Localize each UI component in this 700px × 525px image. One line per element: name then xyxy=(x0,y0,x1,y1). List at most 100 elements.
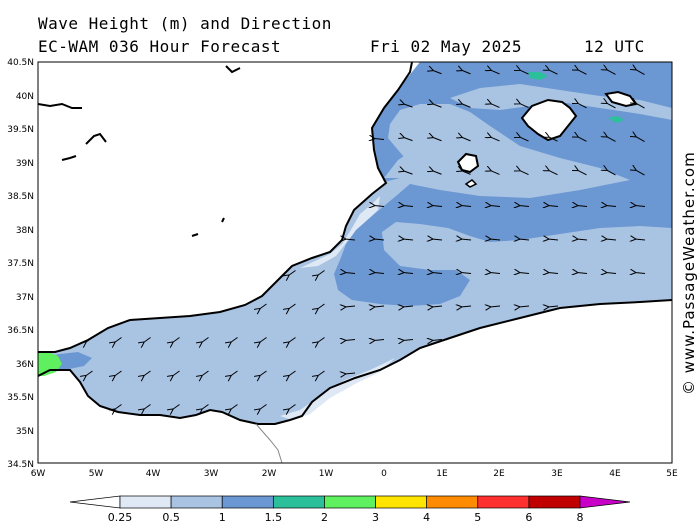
wave-arrow xyxy=(636,103,645,109)
inland-feature-2 xyxy=(85,132,107,145)
lon-label: 1W xyxy=(319,469,334,479)
coastline-africa xyxy=(38,299,672,425)
lat-label: 39.5N xyxy=(7,125,34,135)
wave-arrow xyxy=(432,273,443,274)
lon-label: 3W xyxy=(204,469,219,479)
inland-feature-3 xyxy=(61,155,77,161)
legend-segment xyxy=(324,495,376,509)
wave-arrow xyxy=(115,404,122,410)
wave-arrow xyxy=(461,306,472,307)
wave-arrow xyxy=(374,139,385,140)
legend-label: 2 xyxy=(321,511,328,524)
wave-arrow xyxy=(606,239,617,240)
wave-arrow xyxy=(202,337,209,343)
wave-arrow xyxy=(519,273,530,274)
wave-arrow xyxy=(520,170,529,176)
forecast-model-title: EC-WAM 036 Hour Forecast xyxy=(38,37,282,56)
legend-segment xyxy=(69,495,121,509)
wave-arrow xyxy=(578,170,587,176)
inland-feature-4 xyxy=(225,65,241,74)
sea-green-patch-2 xyxy=(608,116,624,123)
wave-arrow xyxy=(115,370,122,376)
wave-arrow xyxy=(491,171,500,175)
lon-label: 2W xyxy=(262,469,277,479)
island-formentera xyxy=(464,179,478,188)
wave-arrow xyxy=(318,270,325,276)
lat-label: 39N xyxy=(16,159,34,169)
wave-arrow xyxy=(577,273,588,274)
wave-arrow xyxy=(635,273,646,274)
wave-arrow xyxy=(433,104,442,108)
lon-label: 3E xyxy=(551,469,563,479)
wave-arrow xyxy=(549,170,558,176)
wave-arrow xyxy=(374,206,385,207)
legend-label: 5 xyxy=(474,511,481,524)
wave-arrow xyxy=(578,103,587,109)
wave-arrow xyxy=(144,404,151,410)
wave-arrow xyxy=(606,206,617,207)
wave-arrow xyxy=(345,340,356,341)
wave-arrow xyxy=(461,239,472,240)
legend-label: 3 xyxy=(372,511,379,524)
island-mallorca xyxy=(520,98,578,142)
wave-arrow xyxy=(607,70,616,75)
watermark: © www.PassageWeather.com xyxy=(680,151,698,395)
legend-segment xyxy=(272,495,325,509)
wave-arrow xyxy=(433,137,442,142)
inland-feature-6 xyxy=(221,217,225,223)
wave-arrow xyxy=(404,104,413,108)
wave-arrow xyxy=(607,170,616,176)
legend-label: 1 xyxy=(219,511,226,524)
wave-arrow xyxy=(636,170,645,176)
longitude-labels: 6W 5W 4W 3W 2W 1W 0 1E 2E 3E 4E 5E xyxy=(31,469,678,479)
wave-arrow xyxy=(404,171,413,175)
wave-arrow xyxy=(490,306,501,307)
inland-feature-1 xyxy=(38,102,82,109)
legend-label: 0.5 xyxy=(162,511,180,524)
wave-direction-arrows xyxy=(86,69,646,409)
wave-arrow xyxy=(345,306,356,307)
wave-arrow xyxy=(231,370,238,376)
wave-arrow xyxy=(519,206,530,207)
wave-arrow xyxy=(289,337,296,343)
wave-arrow xyxy=(607,137,616,142)
wave-arrow xyxy=(548,273,559,274)
lat-label: 34.5N xyxy=(7,460,34,470)
legend-label: 0.25 xyxy=(108,511,133,524)
legend-label: 6 xyxy=(525,511,532,524)
legend-segment xyxy=(426,495,479,509)
wave-arrow xyxy=(374,239,385,240)
forecast-time: 12 UTC xyxy=(584,37,645,56)
wave-arrow xyxy=(461,273,472,274)
wave-arrow xyxy=(318,303,325,309)
wave-arrow xyxy=(490,206,501,207)
wave-arrow xyxy=(345,373,356,374)
wave-arrow xyxy=(519,239,530,240)
sea-very-low-north xyxy=(300,196,380,268)
wave-arrow xyxy=(548,206,559,207)
wave-arrow xyxy=(635,206,646,207)
legend-segment xyxy=(477,495,530,509)
border-line xyxy=(255,423,283,463)
wave-arrow xyxy=(318,337,325,343)
sea-green-patch-1 xyxy=(528,72,548,80)
wave-arrow xyxy=(115,337,122,343)
wave-arrow xyxy=(520,137,529,142)
legend-segment xyxy=(221,495,274,509)
wave-arrow xyxy=(173,370,180,376)
map-frame xyxy=(37,61,673,464)
wave-arrow xyxy=(490,239,501,240)
wave-arrow xyxy=(462,171,471,175)
sea-mid-region xyxy=(334,62,672,306)
forecast-date: Fri 02 May 2025 xyxy=(370,37,522,56)
wave-arrow xyxy=(491,104,500,108)
wave-height-legend: 0.25 0.5 1 1.5 2 3 4 5 6 8 xyxy=(69,495,631,524)
wave-arrow xyxy=(432,340,443,341)
wave-arrow xyxy=(606,273,617,274)
wave-arrow xyxy=(173,404,180,410)
lon-label: 1E xyxy=(436,469,448,479)
inland-feature-5 xyxy=(191,233,199,237)
wave-arrow xyxy=(403,206,414,207)
wave-arrow xyxy=(462,70,471,75)
